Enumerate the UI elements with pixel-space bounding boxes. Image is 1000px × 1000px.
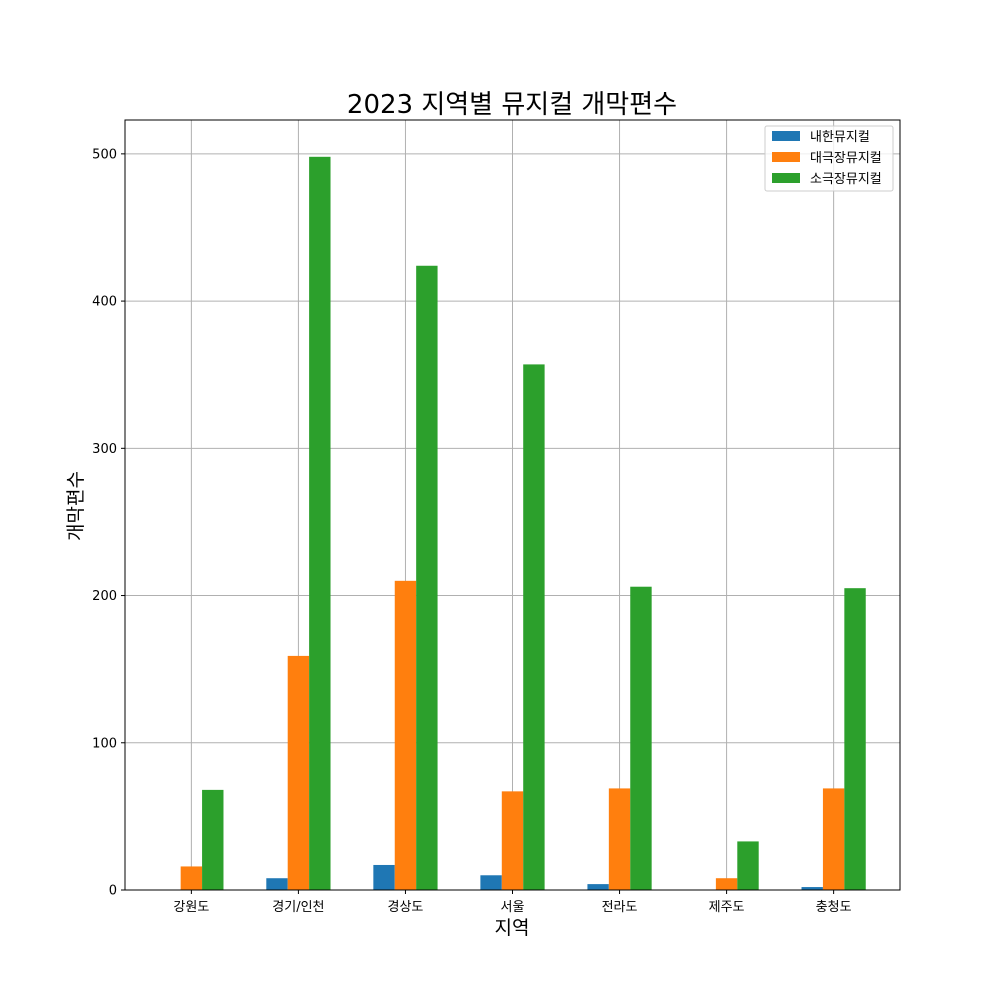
chart-title: 2023 지역별 뮤지컬 개막편수 bbox=[347, 90, 677, 120]
legend-entry-0: 내한뮤지컬 bbox=[810, 130, 870, 145]
bar-0-3 bbox=[480, 875, 502, 890]
bar-2-1 bbox=[309, 156, 331, 890]
legend-swatch-2 bbox=[772, 173, 800, 183]
x-tick-label: 서울 bbox=[501, 900, 525, 915]
legend-swatch-1 bbox=[772, 152, 800, 162]
y-tick-label: 500 bbox=[92, 147, 117, 162]
y-tick-label: 0 bbox=[109, 884, 117, 899]
bar-1-6 bbox=[822, 788, 845, 890]
bar-2-6 bbox=[844, 588, 866, 890]
bar-0-1 bbox=[266, 878, 288, 890]
bar-2-5 bbox=[737, 841, 759, 890]
x-axis-label: 지역 bbox=[495, 917, 530, 939]
bar-2-3 bbox=[523, 364, 545, 890]
y-axis-label: 개막편수 bbox=[65, 471, 87, 541]
bar-0-6 bbox=[801, 887, 823, 890]
x-tick-label: 경상도 bbox=[388, 900, 424, 915]
bar-2-0 bbox=[202, 789, 224, 890]
y-tick-label: 200 bbox=[92, 589, 117, 604]
x-tick-label: 충청도 bbox=[816, 900, 852, 915]
bar-1-2 bbox=[394, 580, 417, 890]
bar-0-2 bbox=[373, 864, 395, 890]
axis-ticks: 0 100 200 300 400 500 강원도 경기/인천 경상도 서울 전라도 제주도 충청도 bbox=[92, 147, 851, 915]
bar-1-5 bbox=[715, 878, 738, 890]
legend-swatch-0 bbox=[772, 131, 800, 141]
y-tick-label: 300 bbox=[92, 442, 117, 457]
y-tick-label: 100 bbox=[92, 736, 117, 751]
x-tick-label: 경기/인천 bbox=[272, 900, 324, 915]
bar-1-3 bbox=[501, 791, 524, 890]
bars bbox=[180, 156, 866, 890]
legend-entry-1: 대극장뮤지컬 bbox=[810, 151, 882, 166]
legend: 내한뮤지컬 대극장뮤지컬 소극장뮤지컬 bbox=[764, 125, 894, 192]
x-tick-label: 강원도 bbox=[173, 900, 209, 915]
bar-1-0 bbox=[180, 866, 203, 890]
bar-2-2 bbox=[416, 265, 438, 890]
x-tick-label: 전라도 bbox=[602, 900, 638, 915]
bar-1-1 bbox=[287, 655, 310, 890]
grid bbox=[125, 120, 900, 891]
legend-entry-2: 소극장뮤지컬 bbox=[810, 172, 882, 187]
y-tick-label: 400 bbox=[92, 295, 117, 310]
x-tick-label: 제주도 bbox=[709, 900, 745, 915]
bar-2-4 bbox=[630, 586, 652, 890]
bar-0-4 bbox=[587, 884, 609, 890]
bar-1-4 bbox=[608, 788, 631, 890]
